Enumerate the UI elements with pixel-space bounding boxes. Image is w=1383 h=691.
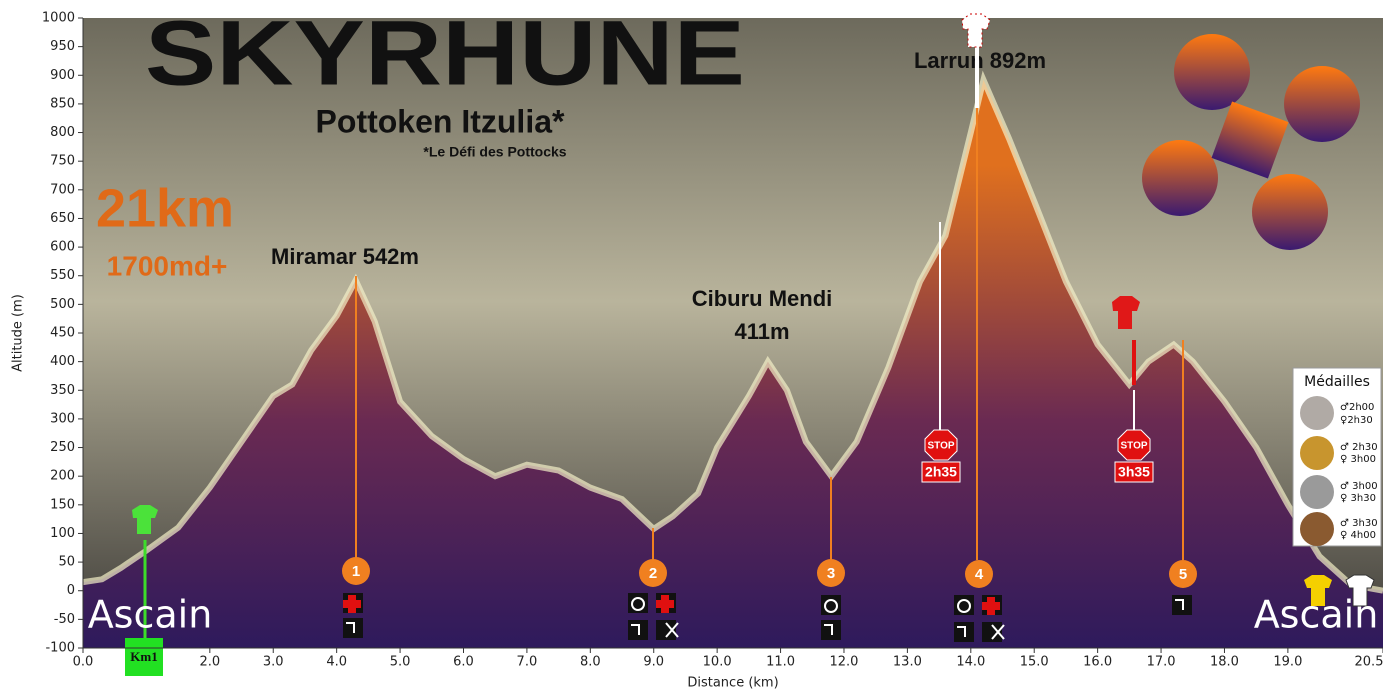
x-tick-label: 16.0 [1083, 655, 1112, 670]
peak-label: 411m [734, 319, 789, 344]
medals-title: Médailles [1304, 374, 1370, 390]
chart: SKYRHUNE Pottoken Itzulia* *Le Défi des … [0, 0, 1383, 691]
medal-women: ♀ 3h00 [1340, 454, 1376, 465]
y-tick-label: 800 [50, 125, 75, 140]
y-tick-label: 400 [50, 354, 75, 369]
stop-sign: STOP [927, 441, 954, 452]
medal-men: ♂ 3h00 [1340, 481, 1378, 492]
station-number: 3 [827, 565, 835, 582]
title: SKYRHUNE [145, 2, 745, 104]
y-tick-label: 750 [50, 154, 75, 169]
x-tick-label: 12.0 [829, 655, 858, 670]
x-tick-label: 9.0 [643, 655, 664, 670]
y-tick-label: 550 [50, 268, 75, 283]
x-tick-label: 13.0 [893, 655, 922, 670]
x-tick-label: 17.0 [1147, 655, 1176, 670]
y-tick-label: 300 [50, 411, 75, 426]
km-marker: Km1 [130, 649, 157, 664]
note: *Le Défi des Pottocks [423, 144, 566, 160]
y-tick-label: 850 [50, 96, 75, 111]
y-tick-label: 250 [50, 440, 75, 455]
stop-sign: STOP [1120, 441, 1147, 452]
medal-men: ♂ 2h30 [1340, 442, 1378, 453]
y-tick-label: 900 [50, 68, 75, 83]
peak-label: Miramar 542m [271, 244, 419, 269]
medal-women: ♀ 4h00 [1340, 530, 1376, 541]
elevation-gain: 1700md+ [107, 250, 228, 281]
peak-label: Ciburu Mendi [692, 286, 833, 311]
y-tick-label: 150 [50, 497, 75, 512]
y-tick-label: -50 [54, 612, 75, 627]
start-label: Ascain [88, 593, 213, 637]
x-tick-label: 2.0 [199, 655, 220, 670]
y-tick-label: 450 [50, 326, 75, 341]
station-number: 5 [1179, 566, 1187, 583]
y-tick-label: 600 [50, 240, 75, 255]
y-tick-label: 700 [50, 182, 75, 197]
y-tick-label: 100 [50, 526, 75, 541]
x-tick-label: 14.0 [956, 655, 985, 670]
x-tick-label: 11.0 [766, 655, 795, 670]
subtitle: Pottoken Itzulia* [316, 103, 565, 139]
x-axis-label: Distance (km) [687, 676, 778, 691]
medal-women: ♀2h30 [1340, 415, 1373, 426]
station-number: 4 [975, 566, 984, 583]
x-tick-label: 19.0 [1273, 655, 1302, 670]
y-axis-label: Altitude (m) [11, 294, 26, 372]
medal-men: ♂ 3h30 [1340, 518, 1378, 529]
y-tick-label: 0 [67, 583, 75, 598]
y-tick-label: 950 [50, 39, 75, 54]
x-tick-label: 4.0 [326, 655, 347, 670]
y-tick-label: -100 [45, 641, 75, 656]
distance: 21km [96, 178, 234, 238]
x-tick-label: 7.0 [517, 655, 538, 670]
y-tick-label: 500 [50, 297, 75, 312]
y-tick-label: 1000 [42, 11, 75, 26]
station-number: 2 [649, 565, 657, 582]
x-tick-label: 18.0 [1210, 655, 1239, 670]
x-tick-label: 10.0 [703, 655, 732, 670]
end-label: Ascain [1254, 593, 1379, 637]
y-tick-label: 200 [50, 469, 75, 484]
x-tick-label: 8.0 [580, 655, 601, 670]
x-tick-label: 0.0 [73, 655, 94, 670]
x-tick-label: 15.0 [1020, 655, 1049, 670]
cutoff-time: 3h35 [1118, 464, 1150, 480]
x-tick-label: 5.0 [390, 655, 411, 670]
x-tick-label: 3.0 [263, 655, 284, 670]
peak-label: Larrun 892m [914, 48, 1046, 73]
y-tick-label: 650 [50, 211, 75, 226]
cutoff-time: 2h35 [925, 464, 957, 480]
x-tick-label: 20.5 [1355, 655, 1383, 670]
medal-men: ♂2h00 [1340, 402, 1374, 413]
y-tick-label: 350 [50, 383, 75, 398]
y-tick-label: 50 [58, 555, 75, 570]
x-tick-label: 6.0 [453, 655, 474, 670]
medal-women: ♀ 3h30 [1340, 493, 1376, 504]
station-number: 1 [352, 563, 360, 580]
medals: Médailles ♂2h00 ♀2h30 ♂ 2h30 ♀ 3h00 ♂ 3h… [1293, 368, 1381, 546]
